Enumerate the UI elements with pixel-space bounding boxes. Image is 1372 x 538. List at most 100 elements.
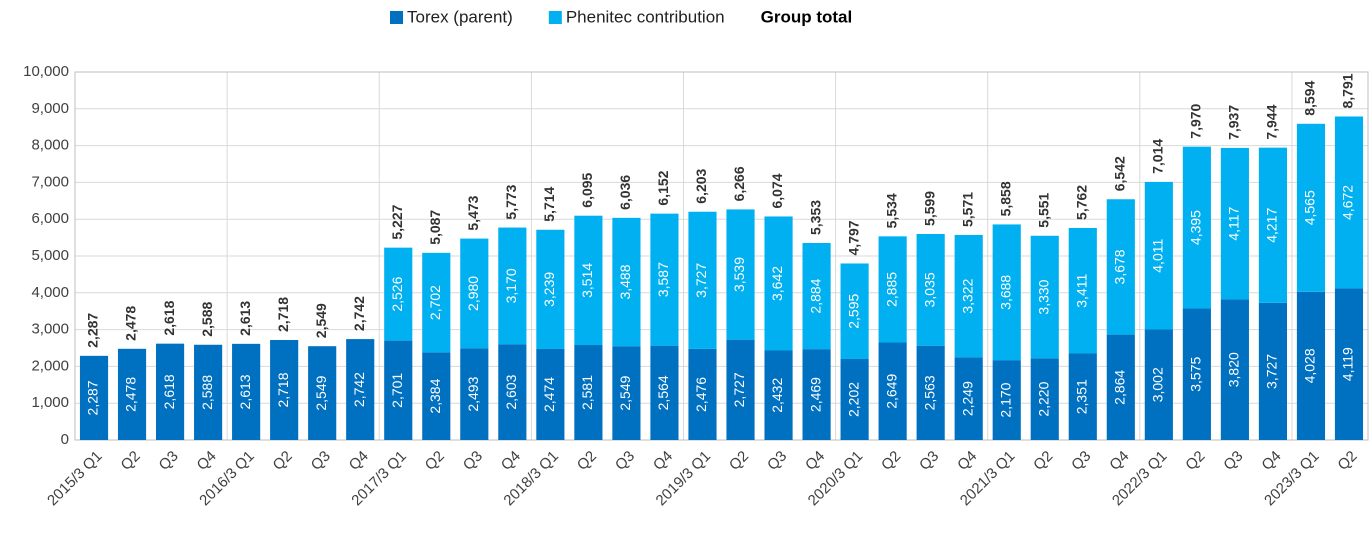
y-tick-label: 3,000 [31,321,69,338]
plot-border [74,71,1369,441]
bar-segment [878,342,907,440]
total-label: 2,478 [123,306,139,341]
total-label: 5,473 [465,195,481,230]
bar-segment [1030,358,1059,440]
bar-segment [1144,329,1173,440]
bar-value-label: 4,119 [1340,347,1356,381]
x-tick-label: Q2 [1182,448,1208,474]
bar-segment [612,346,641,440]
total-label: 6,266 [731,166,747,201]
bar-segment [1258,302,1287,440]
bar-value-label: 4,395 [1188,210,1204,245]
x-tick-label: Q2 [1030,448,1056,474]
bar-value-label: 2,384 [427,378,443,413]
total-label: 2,742 [351,296,367,331]
total-label: 2,718 [275,297,291,332]
bar-segment [270,339,299,440]
bar-value-label: 2,526 [389,276,405,311]
bar-value-label: 2,549 [617,375,633,410]
total-label: 7,944 [1264,104,1280,139]
legend-swatch [548,11,562,24]
bar-segment [992,224,1021,361]
y-tick-label: 1,000 [31,394,69,411]
bar-value-label: 2,563 [921,375,937,410]
bar-value-label: 2,220 [1035,381,1051,416]
y-tick-label: 10,000 [23,63,69,80]
total-label: 4,797 [845,220,861,255]
bar-segment [802,243,831,350]
bar-segment [726,209,755,340]
bar-value-label: 3,035 [921,272,937,307]
bar-segment [1220,299,1249,440]
bar-value-label: 2,603 [503,374,519,409]
bar-segment [1106,334,1135,440]
x-tick-label: Q2 [878,448,904,474]
x-tick-label: Q4 [498,448,524,474]
bar-value-label: 3,688 [997,275,1013,310]
bar-value-label: 2,478 [123,377,139,412]
bar-segment [1334,116,1364,289]
bar-value-label: 2,476 [693,377,709,412]
bar-value-label: 3,678 [1112,249,1128,284]
bar-segment [460,238,489,349]
bar-value-label: 2,727 [731,372,747,407]
x-tick-label: Q4 [346,448,372,474]
x-tick-label: Q2 [270,448,296,474]
x-tick-label: Q4 [954,448,980,474]
bar-segment [954,357,983,440]
bar-value-label: 2,885 [883,272,899,307]
bar-value-label: 2,474 [541,377,557,412]
bar-value-label: 2,469 [807,377,823,412]
y-tick-label: 4,000 [31,284,69,301]
bar-segment [384,340,413,440]
bar-value-label: 2,581 [579,375,595,410]
bar-segment [726,339,755,440]
x-tick-label: Q3 [1220,448,1246,474]
total-label: 5,599 [921,191,937,226]
bar-segment [1334,288,1364,440]
legend: Torex (parent) Phenitec contribution Group… [390,7,852,26]
legend-label: Phenitec contribution [566,7,725,26]
total-label: 5,858 [997,181,1013,216]
bar-value-label: 3,488 [617,264,633,299]
bar-segment [422,352,451,440]
bar-value-label: 3,575 [1188,356,1204,391]
bar-value-label: 2,613 [237,374,253,409]
bar-segment [840,358,869,440]
x-tick-label: Q3 [1068,448,1094,474]
total-label: 6,152 [655,170,671,205]
bar-value-label: 3,002 [1150,367,1166,402]
y-tick-label: 9,000 [31,100,69,117]
bar-segment [1182,146,1211,309]
bar-segment [954,234,983,358]
bar-value-label: 2,351 [1073,379,1089,414]
bar-value-label: 3,727 [693,263,709,298]
bar-value-label: 2,718 [275,372,291,407]
x-tick-label: 2015/3 Q1 [44,448,106,510]
bar-value-label: 2,649 [883,374,899,409]
bar-segment [574,345,603,440]
bar-value-label: 3,539 [731,257,747,292]
bar-segment [1068,227,1097,354]
bar-segment [764,216,793,351]
x-tick-label: Q3 [916,448,942,474]
x-tick-label: Q3 [764,448,790,474]
total-label: 2,618 [161,300,177,335]
bar-value-label: 2,549 [313,375,329,410]
bar-value-label: 3,322 [959,278,975,313]
x-tick-label: Q2 [1334,448,1360,474]
bar-value-label: 2,564 [655,375,671,410]
total-label: 2,613 [237,301,253,336]
bar-segment [916,345,945,440]
y-tick-label: 2,000 [31,357,69,374]
bar-value-label: 3,587 [655,262,671,297]
bar-segment [460,348,489,440]
total-label: 5,087 [427,210,443,245]
total-label: 6,036 [617,175,633,210]
bar-segment [346,339,375,440]
bar-segment [1258,147,1287,303]
total-label: 2,287 [85,313,101,348]
total-label: 5,551 [1035,192,1051,227]
x-tick-label: Q3 [156,448,182,474]
bar-value-label: 3,514 [579,263,595,298]
